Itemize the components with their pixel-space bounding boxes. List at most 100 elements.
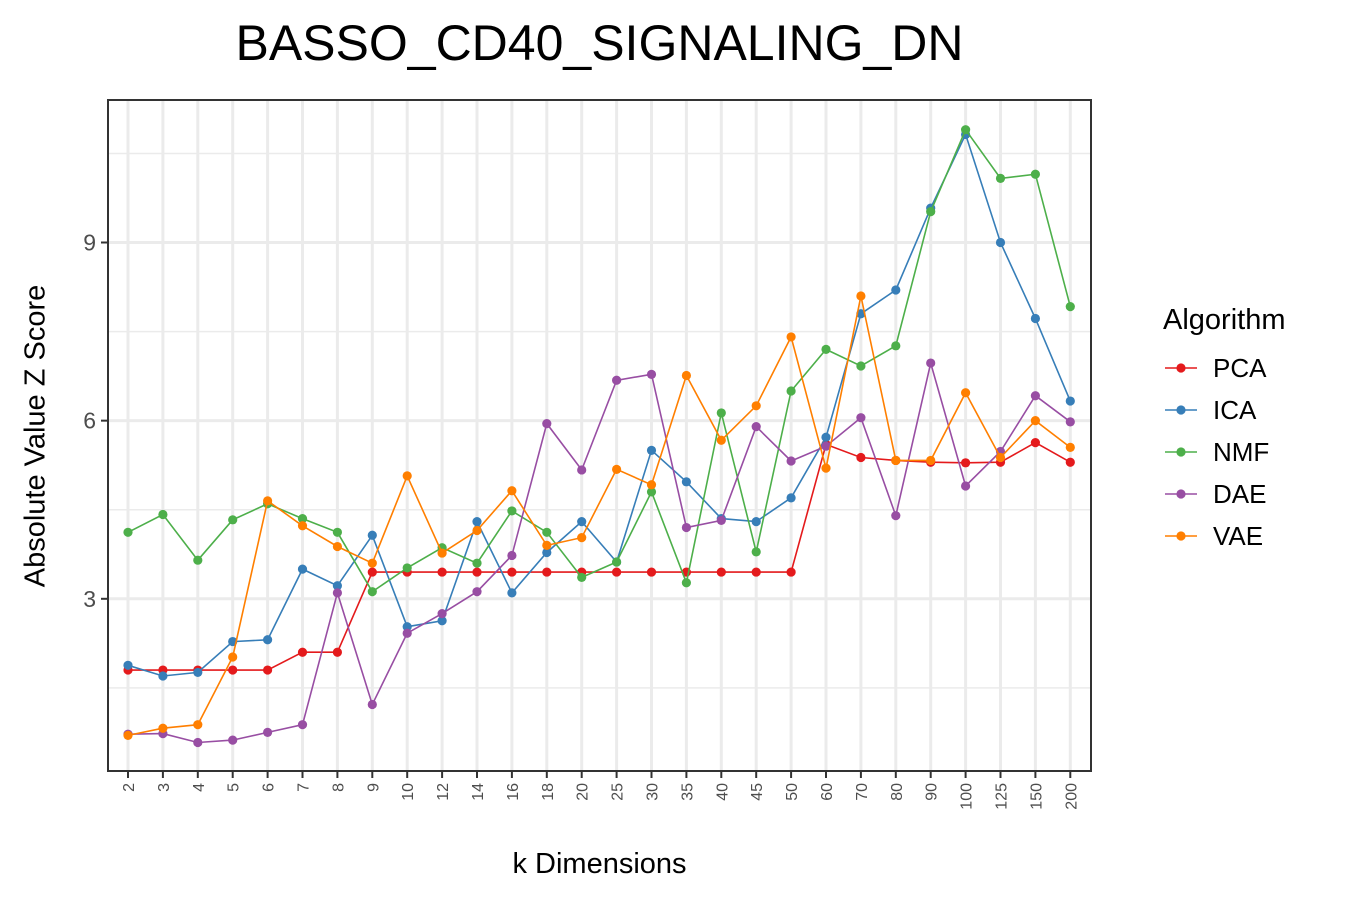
data-point-dae	[263, 727, 273, 738]
series-line-dae	[127, 362, 1071, 744]
data-point-pca	[646, 567, 657, 577]
data-point-ica	[751, 517, 761, 527]
y-tick-label: 6	[83, 408, 96, 434]
data-point-nmf	[961, 125, 971, 135]
data-point-vae	[367, 558, 377, 568]
legend-key-pca	[1165, 363, 1197, 373]
legend-label: VAE	[1213, 520, 1264, 551]
data-point-nmf	[228, 515, 238, 525]
series-layer	[123, 125, 1075, 748]
data-point-pca	[332, 647, 342, 657]
data-point-pca	[472, 567, 482, 577]
data-point-ica	[402, 622, 412, 632]
data-point-dae	[786, 456, 796, 466]
x-axis-title: k Dimensions	[512, 848, 687, 880]
x-tick-label: 125	[994, 783, 1011, 810]
data-point-pca	[1065, 457, 1075, 467]
data-point-ica	[856, 309, 866, 319]
data-point-nmf	[786, 386, 796, 396]
data-point-ica	[263, 635, 273, 645]
data-point-vae	[577, 533, 587, 543]
chart-title: BASSO_CD40_SIGNALING_DN	[235, 15, 964, 71]
data-point-vae	[612, 464, 622, 474]
data-point-pca	[786, 567, 796, 577]
data-point-pca	[507, 567, 517, 577]
legend-label: PCA	[1213, 352, 1267, 383]
data-point-ica	[1030, 313, 1040, 324]
legend-key-point	[1176, 531, 1186, 541]
data-point-vae	[297, 521, 308, 531]
data-point-pca	[856, 452, 866, 463]
legend-item-ica: ICA	[1163, 389, 1286, 431]
data-point-nmf	[193, 555, 203, 565]
legend-item-pca: PCA	[1163, 347, 1286, 389]
x-tick-label: 50	[784, 783, 801, 801]
data-point-dae	[507, 550, 517, 561]
data-point-dae	[542, 419, 552, 429]
legend-item-vae: VAE	[1163, 515, 1286, 557]
data-point-nmf	[681, 578, 692, 588]
legend-label: ICA	[1213, 394, 1257, 425]
data-point-pca	[297, 647, 308, 657]
data-point-dae	[646, 369, 657, 379]
legend-key-point	[1176, 363, 1186, 373]
legend-label: NMF	[1213, 436, 1270, 467]
data-point-vae	[926, 455, 936, 466]
data-point-nmf	[995, 173, 1006, 183]
data-point-nmf	[123, 527, 133, 537]
x-tick-label: 2	[121, 783, 138, 792]
data-point-pca	[367, 567, 377, 577]
data-point-dae	[961, 481, 971, 491]
x-tick-label: 10	[400, 783, 417, 801]
x-tick-label: 8	[330, 783, 347, 792]
legend-key-point	[1176, 447, 1186, 457]
data-point-ica	[786, 493, 796, 503]
data-point-ica	[472, 517, 482, 527]
data-point-ica	[681, 477, 692, 487]
data-point-vae	[228, 652, 238, 662]
series-line-vae	[127, 295, 1071, 737]
plot-border	[107, 99, 1092, 772]
data-point-nmf	[297, 514, 308, 524]
legend-key-ica	[1165, 405, 1197, 415]
data-point-nmf	[402, 563, 412, 573]
data-point-dae	[193, 737, 203, 748]
data-point-vae	[716, 435, 726, 445]
data-point-pca	[961, 458, 971, 468]
data-point-dae	[297, 720, 308, 730]
x-tick-label: 60	[819, 783, 836, 801]
data-point-vae	[437, 548, 447, 558]
series-line-nmf	[127, 128, 1072, 593]
data-point-vae	[961, 388, 971, 398]
data-point-ica	[821, 432, 831, 442]
data-point-nmf	[646, 487, 657, 497]
x-tick-label: 7	[296, 783, 313, 792]
data-point-dae	[1030, 391, 1040, 401]
x-tick-label: 90	[924, 783, 941, 801]
data-point-pca	[1030, 438, 1040, 448]
data-point-vae	[507, 486, 517, 496]
data-point-nmf	[367, 587, 377, 597]
series-line-ica	[127, 132, 1072, 677]
legend-key-point	[1176, 489, 1186, 499]
legend-key-nmf	[1165, 447, 1197, 457]
data-point-vae	[472, 525, 482, 536]
x-tick-label: 40	[714, 783, 731, 801]
data-point-vae	[646, 480, 657, 490]
legend-key-vae	[1165, 531, 1197, 541]
legend-title: Algorithm	[1163, 304, 1286, 336]
data-point-vae	[542, 540, 552, 550]
data-point-vae	[158, 723, 168, 733]
y-tick-label: 3	[83, 586, 96, 612]
data-point-ica	[1065, 396, 1075, 406]
data-point-dae	[856, 413, 866, 423]
data-point-nmf	[1030, 169, 1040, 179]
data-point-nmf	[472, 558, 482, 568]
data-point-nmf	[716, 408, 726, 418]
data-point-nmf	[751, 547, 761, 557]
x-tick-label: 25	[610, 783, 627, 801]
legend-item-dae: DAE	[1163, 473, 1286, 515]
data-point-nmf	[612, 557, 622, 567]
data-point-dae	[612, 375, 622, 385]
